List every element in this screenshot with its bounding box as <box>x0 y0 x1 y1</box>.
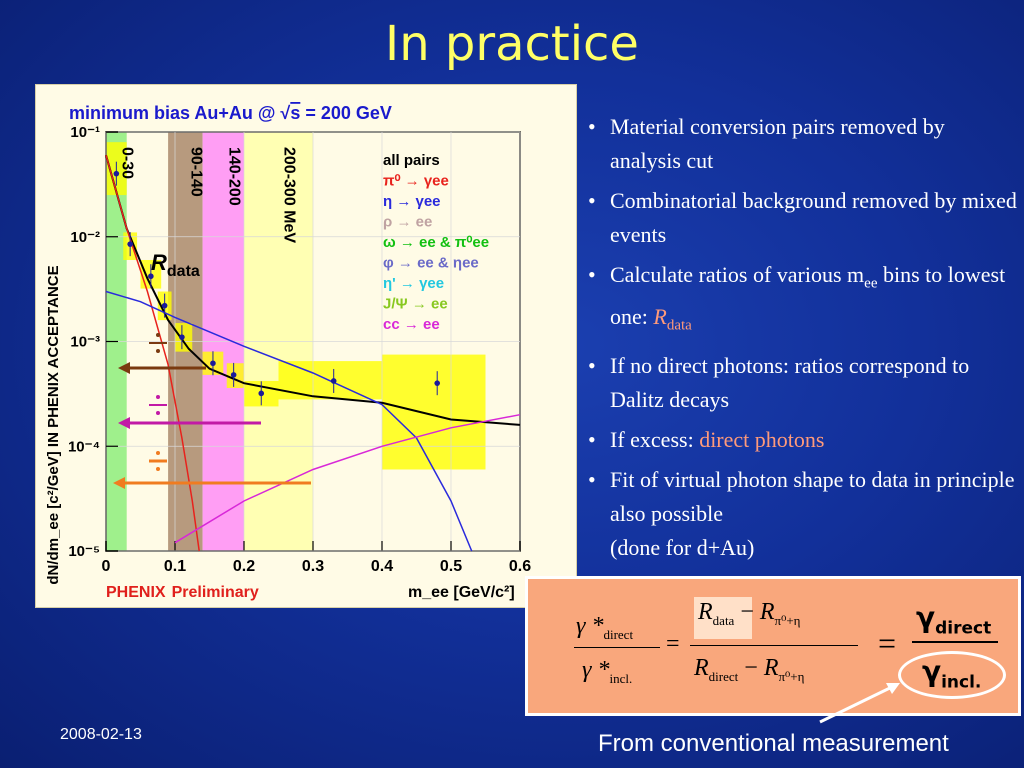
legend-entry: ρ → ee <box>383 214 432 231</box>
bullet-text: If no direct photons: ratios correspond … <box>610 352 970 412</box>
gamma-star-incl: γ *incl. <box>582 657 633 686</box>
bullet-item: Combinatorial background removed by mixe… <box>586 184 1018 252</box>
bullet-text: bins to lowest one: <box>610 262 1006 330</box>
bullet-list: Material conversion pairs removed by ana… <box>586 110 1018 571</box>
band-label: 90-140 <box>187 147 204 197</box>
bullet-text: Material conversion pairs removed by ana… <box>610 114 945 173</box>
fraction-bar-gamma <box>912 641 998 643</box>
x-tick-label: 0.6 <box>509 558 531 575</box>
legend-entry: π⁰ → γee <box>383 173 449 190</box>
plot-title: minimum bias Au+Au @ √s = 200 GeV <box>69 103 392 123</box>
denominator: Rdirect − Rπ⁰+η <box>694 655 805 684</box>
y-tick-label: 10⁻³ <box>70 334 100 351</box>
bullet-text: Fit of virtual photon shape to data in p… <box>610 466 1015 526</box>
y-tick-label: 10⁻⁴ <box>68 438 100 455</box>
bullet-text: (done for d+Au) <box>610 534 755 560</box>
data-point <box>113 170 120 177</box>
gamma-star-direct: γ *direct <box>576 613 634 642</box>
big-equals-sign: = <box>878 625 897 661</box>
data-point <box>148 273 154 280</box>
bullet-item: Material conversion pairs removed by ana… <box>586 110 1018 178</box>
bullet-item: Fit of virtual photon shape to data in p… <box>586 463 1018 565</box>
y-tick-label: 10⁻¹ <box>70 124 100 141</box>
gamma-direct: γdirect <box>916 601 992 639</box>
data-point <box>258 390 265 397</box>
x-tick-label: 0.3 <box>302 558 324 575</box>
legend-entry: cc → ee <box>383 316 440 333</box>
data-point <box>330 378 337 384</box>
bullet-text: Calculate ratios of various m <box>610 262 865 287</box>
legend-entry: ω → ee & π⁰ee <box>383 234 489 251</box>
x-tick-label: 0.2 <box>233 558 255 575</box>
plot-panel: minimum bias Au+Au @ √s = 200 GeV 0 0.1 0.… <box>35 84 577 608</box>
legend-entry: all pairs <box>383 152 440 169</box>
y-axis-label: dN/dm_ee [c²/GeV] IN PHENIX ACCEPTANCE <box>45 265 62 584</box>
series-line <box>105 154 200 552</box>
slide-title: In practice <box>385 16 639 72</box>
error-box <box>382 354 486 470</box>
legend-entry: J/Ψ → ee <box>383 296 448 313</box>
equals-sign: = <box>666 631 680 657</box>
slide-date: 2008-02-13 <box>60 726 142 743</box>
legend-entry: η → γee <box>383 193 441 210</box>
bullet-text: ee <box>864 275 878 292</box>
incl-highlight-ellipse <box>898 651 1006 699</box>
bullet-text: data <box>666 317 692 334</box>
band-label: 0-30 <box>118 147 135 179</box>
bullet-text: direct photons <box>699 426 825 452</box>
bullet-item: Calculate ratios of various mee bins to … <box>586 258 1018 343</box>
numerator: Rdata − Rπ⁰+η <box>698 599 801 628</box>
bullet-item: If no direct photons: ratios correspond … <box>586 349 1018 417</box>
data-point <box>230 372 237 378</box>
legend-entry: η' → γee <box>383 275 444 292</box>
legend: all pairs π⁰ → γee η → γee ρ → ee ω → ee & π… <box>383 152 489 333</box>
legend-entry: φ → ee & ηee <box>383 255 479 272</box>
band-label: 200-300 MeV <box>281 147 298 243</box>
invariant-mass-chart: minimum bias Au+Au @ √s = 200 GeV 0 0.1 0.… <box>45 103 531 601</box>
bullet-text: Combinatorial background removed by mixe… <box>610 188 1017 247</box>
data-point <box>210 360 216 367</box>
x-tick-label: 0.5 <box>440 558 462 575</box>
bullet-text: R <box>653 304 667 330</box>
data-point <box>127 241 133 247</box>
x-tick-label: 0.1 <box>164 558 186 575</box>
phenix-credit: PHENIX Preliminary <box>106 584 259 601</box>
band-label: 140-200 <box>225 147 242 206</box>
footer-note: From conventional measurement <box>598 730 949 757</box>
y-tick-label: 10⁻² <box>70 229 100 246</box>
series-line <box>105 290 473 552</box>
x-tick-label: 0 <box>102 558 111 575</box>
y-tick-label: 10⁻⁵ <box>68 543 100 560</box>
data-point <box>161 302 168 309</box>
rdata-highlight <box>694 597 752 639</box>
data-point <box>179 334 185 340</box>
x-tick-label: 0.4 <box>371 558 393 575</box>
rdata-label: Rdata <box>151 250 200 280</box>
bullet-item: If excess: direct photons <box>586 423 1018 457</box>
series-line <box>105 154 521 426</box>
x-axis-label: m_ee [GeV/c²] <box>408 584 515 601</box>
data-point <box>434 380 441 386</box>
fraction-bar-left <box>574 647 660 648</box>
bullet-text: If excess: <box>610 426 700 452</box>
ratio-arrows <box>113 333 311 489</box>
formula-box: γ *direct γ *incl. = Rdata − Rπ⁰+η Rdire… <box>525 576 1021 716</box>
fraction-bar-right <box>690 645 858 646</box>
series-line <box>174 413 521 544</box>
